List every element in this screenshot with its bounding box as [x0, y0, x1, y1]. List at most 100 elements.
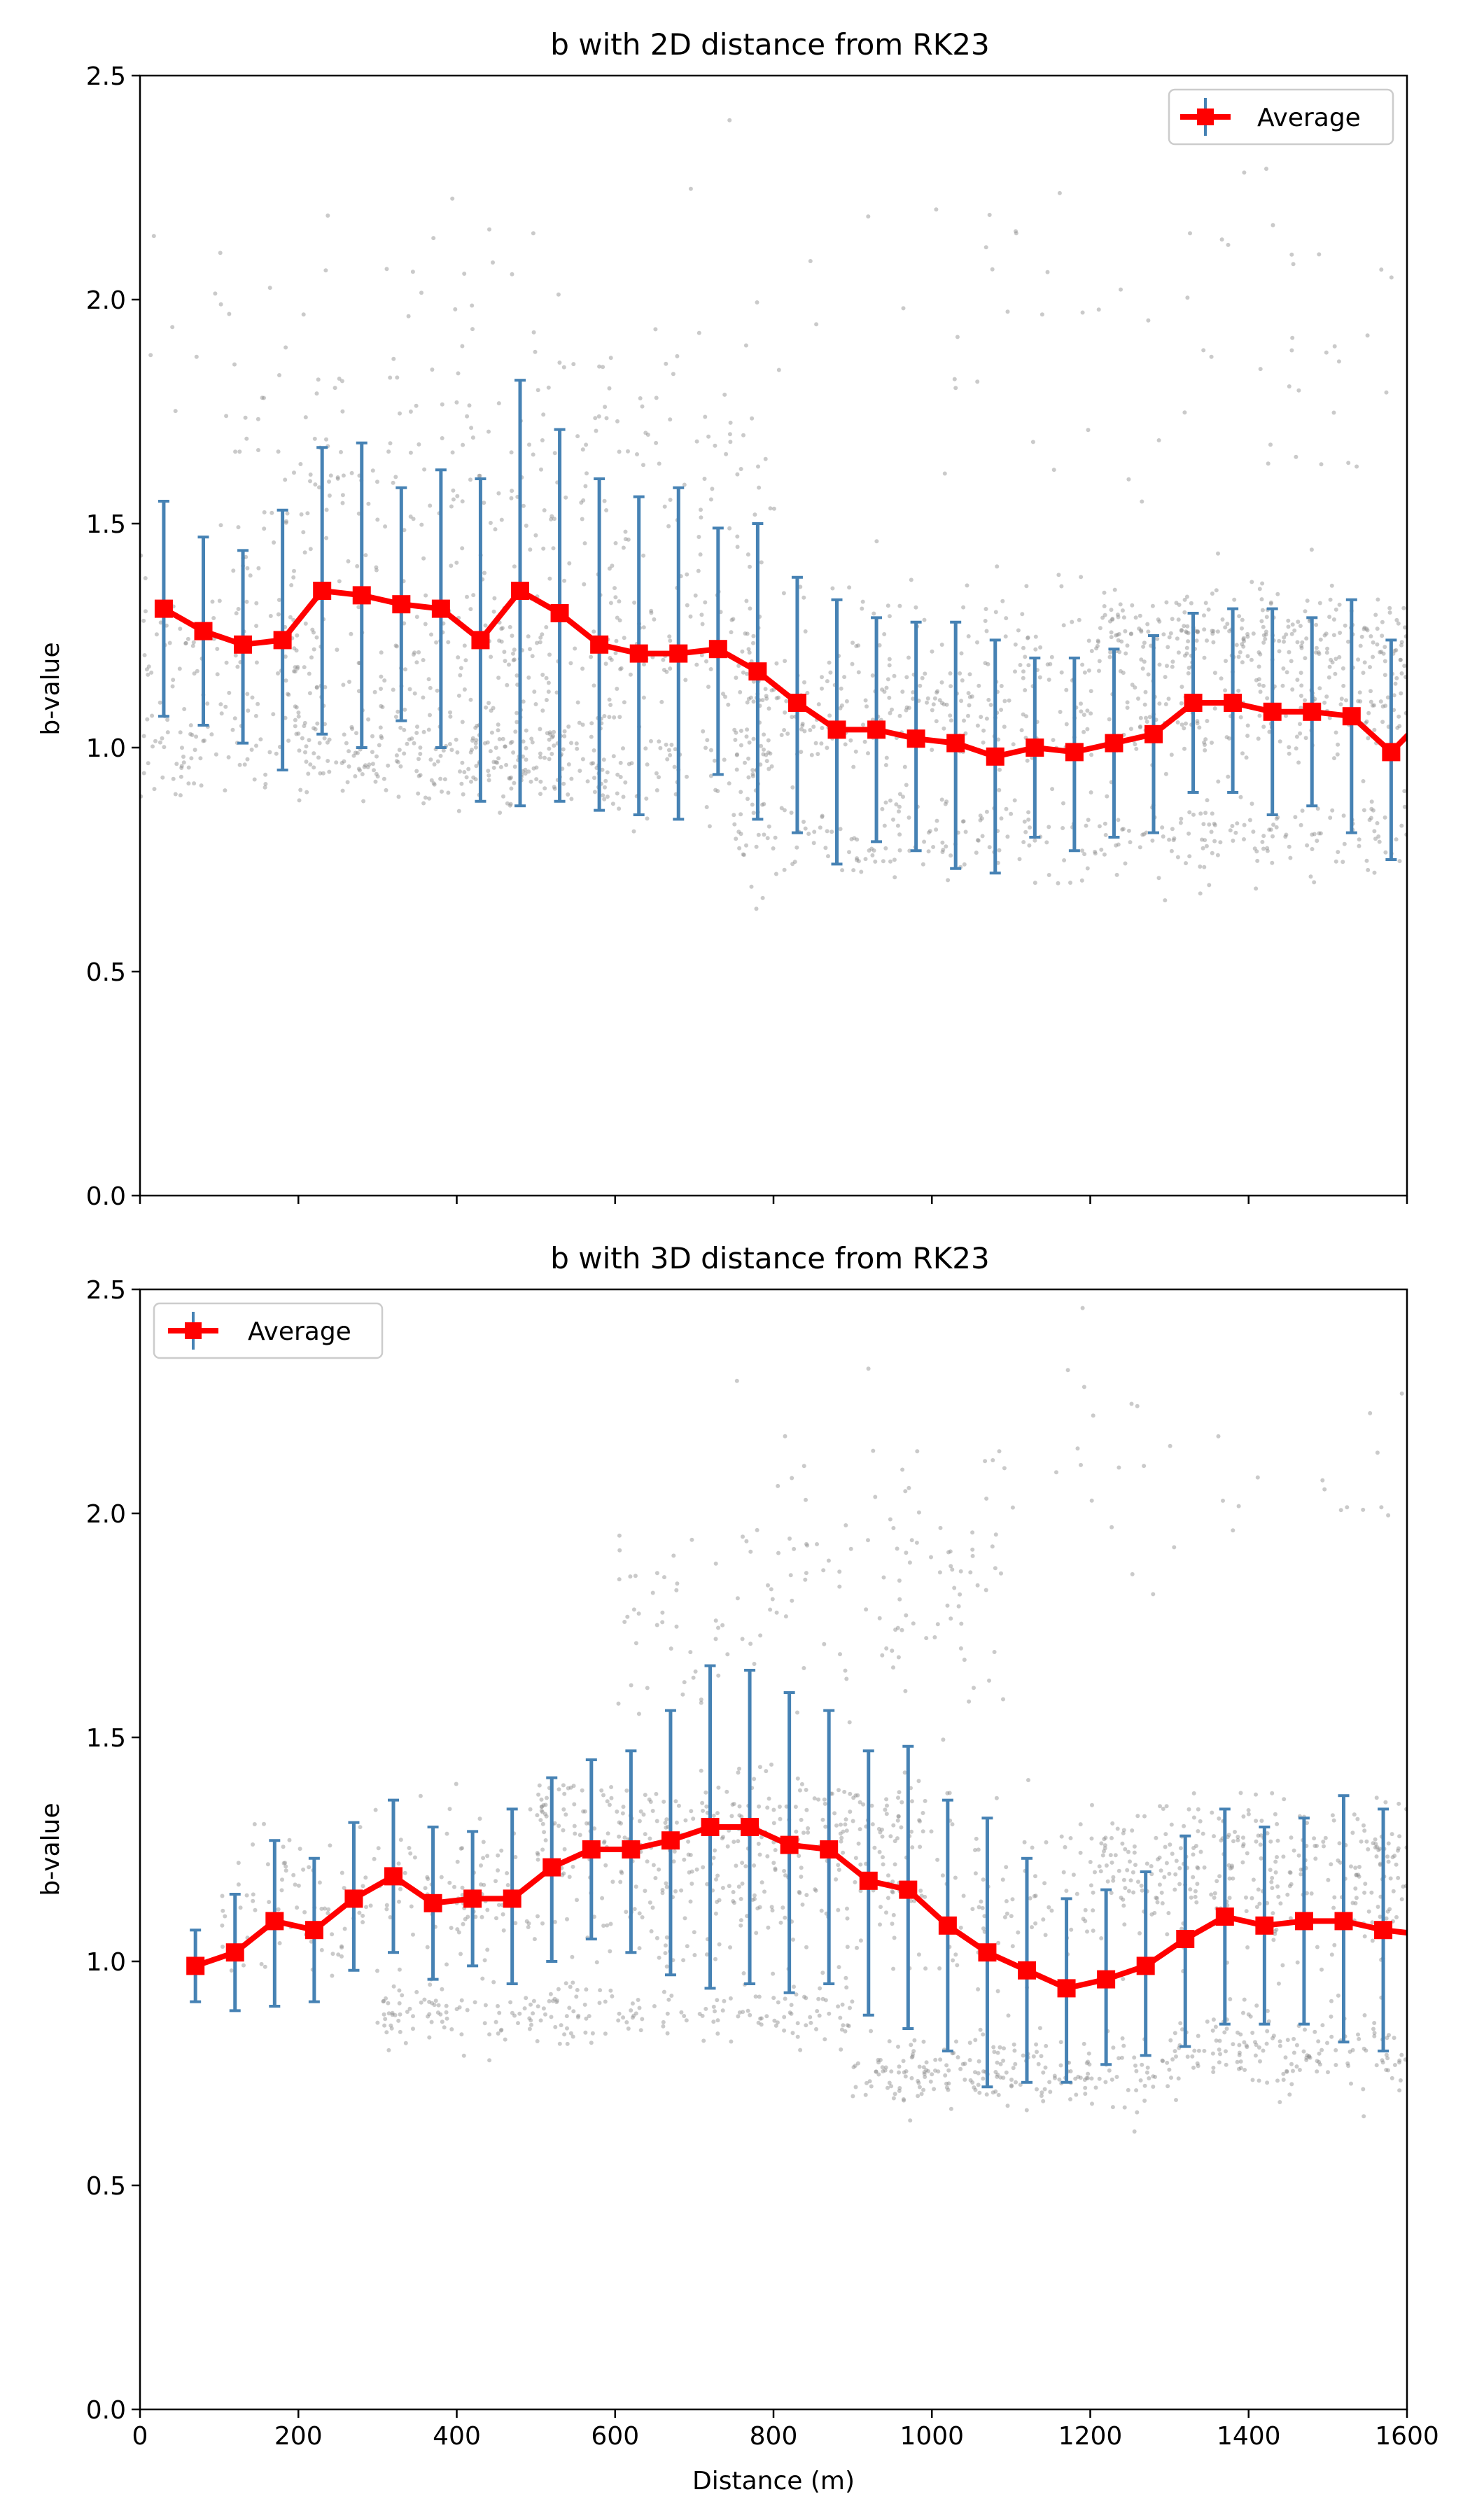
scatter-point	[438, 753, 443, 758]
scatter-point	[1230, 824, 1235, 828]
scatter-point	[1234, 643, 1239, 648]
scatter-point	[1013, 642, 1018, 647]
scatter-point	[242, 762, 247, 767]
scatter-point	[1116, 1465, 1121, 1470]
scatter-point	[794, 1992, 799, 1997]
scatter-point	[1357, 1874, 1362, 1879]
scatter-point	[1075, 1446, 1080, 1451]
scatter-point	[999, 708, 1004, 712]
scatter-point	[499, 1848, 504, 1853]
scatter-point	[762, 747, 766, 752]
scatter-point	[844, 699, 849, 704]
scatter-point	[1242, 170, 1247, 175]
scatter-point	[471, 775, 476, 780]
scatter-point	[947, 1791, 952, 1795]
scatter-point	[326, 759, 330, 763]
scatter-point	[1021, 645, 1026, 650]
scatter-point	[814, 322, 819, 327]
scatter-point	[1392, 648, 1397, 653]
scatter-point	[1009, 2083, 1014, 2088]
scatter-point	[773, 835, 778, 840]
scatter-point	[808, 728, 813, 732]
scatter-point	[1278, 2100, 1282, 2104]
scatter-point	[892, 1862, 897, 1867]
scatter-point	[792, 1546, 797, 1551]
scatter-point	[977, 2090, 982, 2095]
scatter-point	[937, 698, 942, 703]
scatter-point	[1175, 636, 1180, 641]
scatter-point	[1270, 860, 1275, 865]
scatter-point	[1120, 827, 1125, 832]
scatter-point	[1334, 2063, 1338, 2067]
scatter-point	[1155, 636, 1160, 641]
scatter-point	[502, 650, 507, 654]
scatter-point	[941, 726, 946, 731]
scatter-point	[1182, 653, 1187, 658]
scatter-point	[1093, 2085, 1098, 2090]
scatter-point	[440, 436, 444, 440]
scatter-point	[600, 767, 605, 772]
scatter-point	[798, 584, 803, 589]
scatter-point	[245, 566, 250, 570]
average-marker	[827, 720, 846, 739]
scatter-point	[1130, 1572, 1135, 1576]
scatter-point	[732, 1840, 736, 1844]
scatter-point	[641, 625, 646, 630]
scatter-point	[1397, 2060, 1401, 2065]
scatter-point	[346, 764, 351, 769]
scatter-point	[743, 343, 748, 348]
scatter-point	[893, 1628, 898, 1632]
scatter-point	[316, 755, 321, 760]
scatter-point	[414, 769, 419, 774]
scatter-point	[1282, 1797, 1287, 1802]
scatter-point	[617, 1834, 622, 1839]
scatter-point	[976, 2071, 981, 2076]
scatter-point	[1245, 734, 1250, 738]
scatter-point	[589, 734, 594, 739]
average-marker	[154, 599, 173, 618]
scatter-point	[457, 2005, 462, 2010]
scatter-point	[469, 426, 474, 430]
scatter-point	[440, 1987, 444, 1991]
scatter-point	[461, 2053, 466, 2058]
scatter-point	[746, 2008, 750, 2013]
scatter-point	[1392, 693, 1396, 698]
y-tick-label: 0.5	[86, 2172, 126, 2201]
scatter-point	[1296, 1853, 1301, 1858]
x-axis-ticks	[139, 1196, 1408, 1204]
scatter-point	[1021, 712, 1026, 717]
scatter-point	[762, 732, 766, 737]
scatter-point	[881, 1575, 886, 1580]
scatter-point	[1348, 2050, 1352, 2054]
scatter-point	[751, 811, 756, 816]
scatter-point	[486, 701, 491, 706]
scatter-point	[1125, 643, 1130, 648]
scatter-point	[464, 775, 469, 780]
scatter-point	[960, 819, 965, 824]
scatter-point	[1368, 816, 1373, 820]
scatter-point	[1123, 861, 1128, 866]
scatter-point	[1384, 2052, 1389, 2057]
scatter-point	[584, 1987, 589, 1992]
scatter-point	[1116, 638, 1121, 643]
scatter-point	[782, 1868, 787, 1873]
scatter-point	[688, 1899, 693, 1904]
scatter-point	[610, 802, 615, 806]
scatter-point	[1151, 1592, 1156, 1597]
scatter-point	[1270, 1791, 1275, 1795]
scatter-point	[836, 1868, 841, 1872]
scatter-point	[262, 526, 267, 531]
scatter-point	[1212, 1834, 1216, 1839]
scatter-point	[657, 1867, 662, 1872]
scatter-point	[1210, 631, 1215, 636]
scatter-point	[720, 2008, 725, 2013]
scatter-point	[1089, 649, 1094, 653]
scatter-point	[1318, 637, 1323, 642]
scatter-point	[929, 1555, 933, 1560]
scatter-point	[398, 725, 403, 730]
scatter-point	[1135, 1814, 1140, 1819]
scatter-point	[1115, 612, 1120, 617]
scatter-point	[570, 2034, 575, 2039]
scatter-point	[1372, 727, 1377, 732]
scatter-point	[410, 736, 414, 741]
